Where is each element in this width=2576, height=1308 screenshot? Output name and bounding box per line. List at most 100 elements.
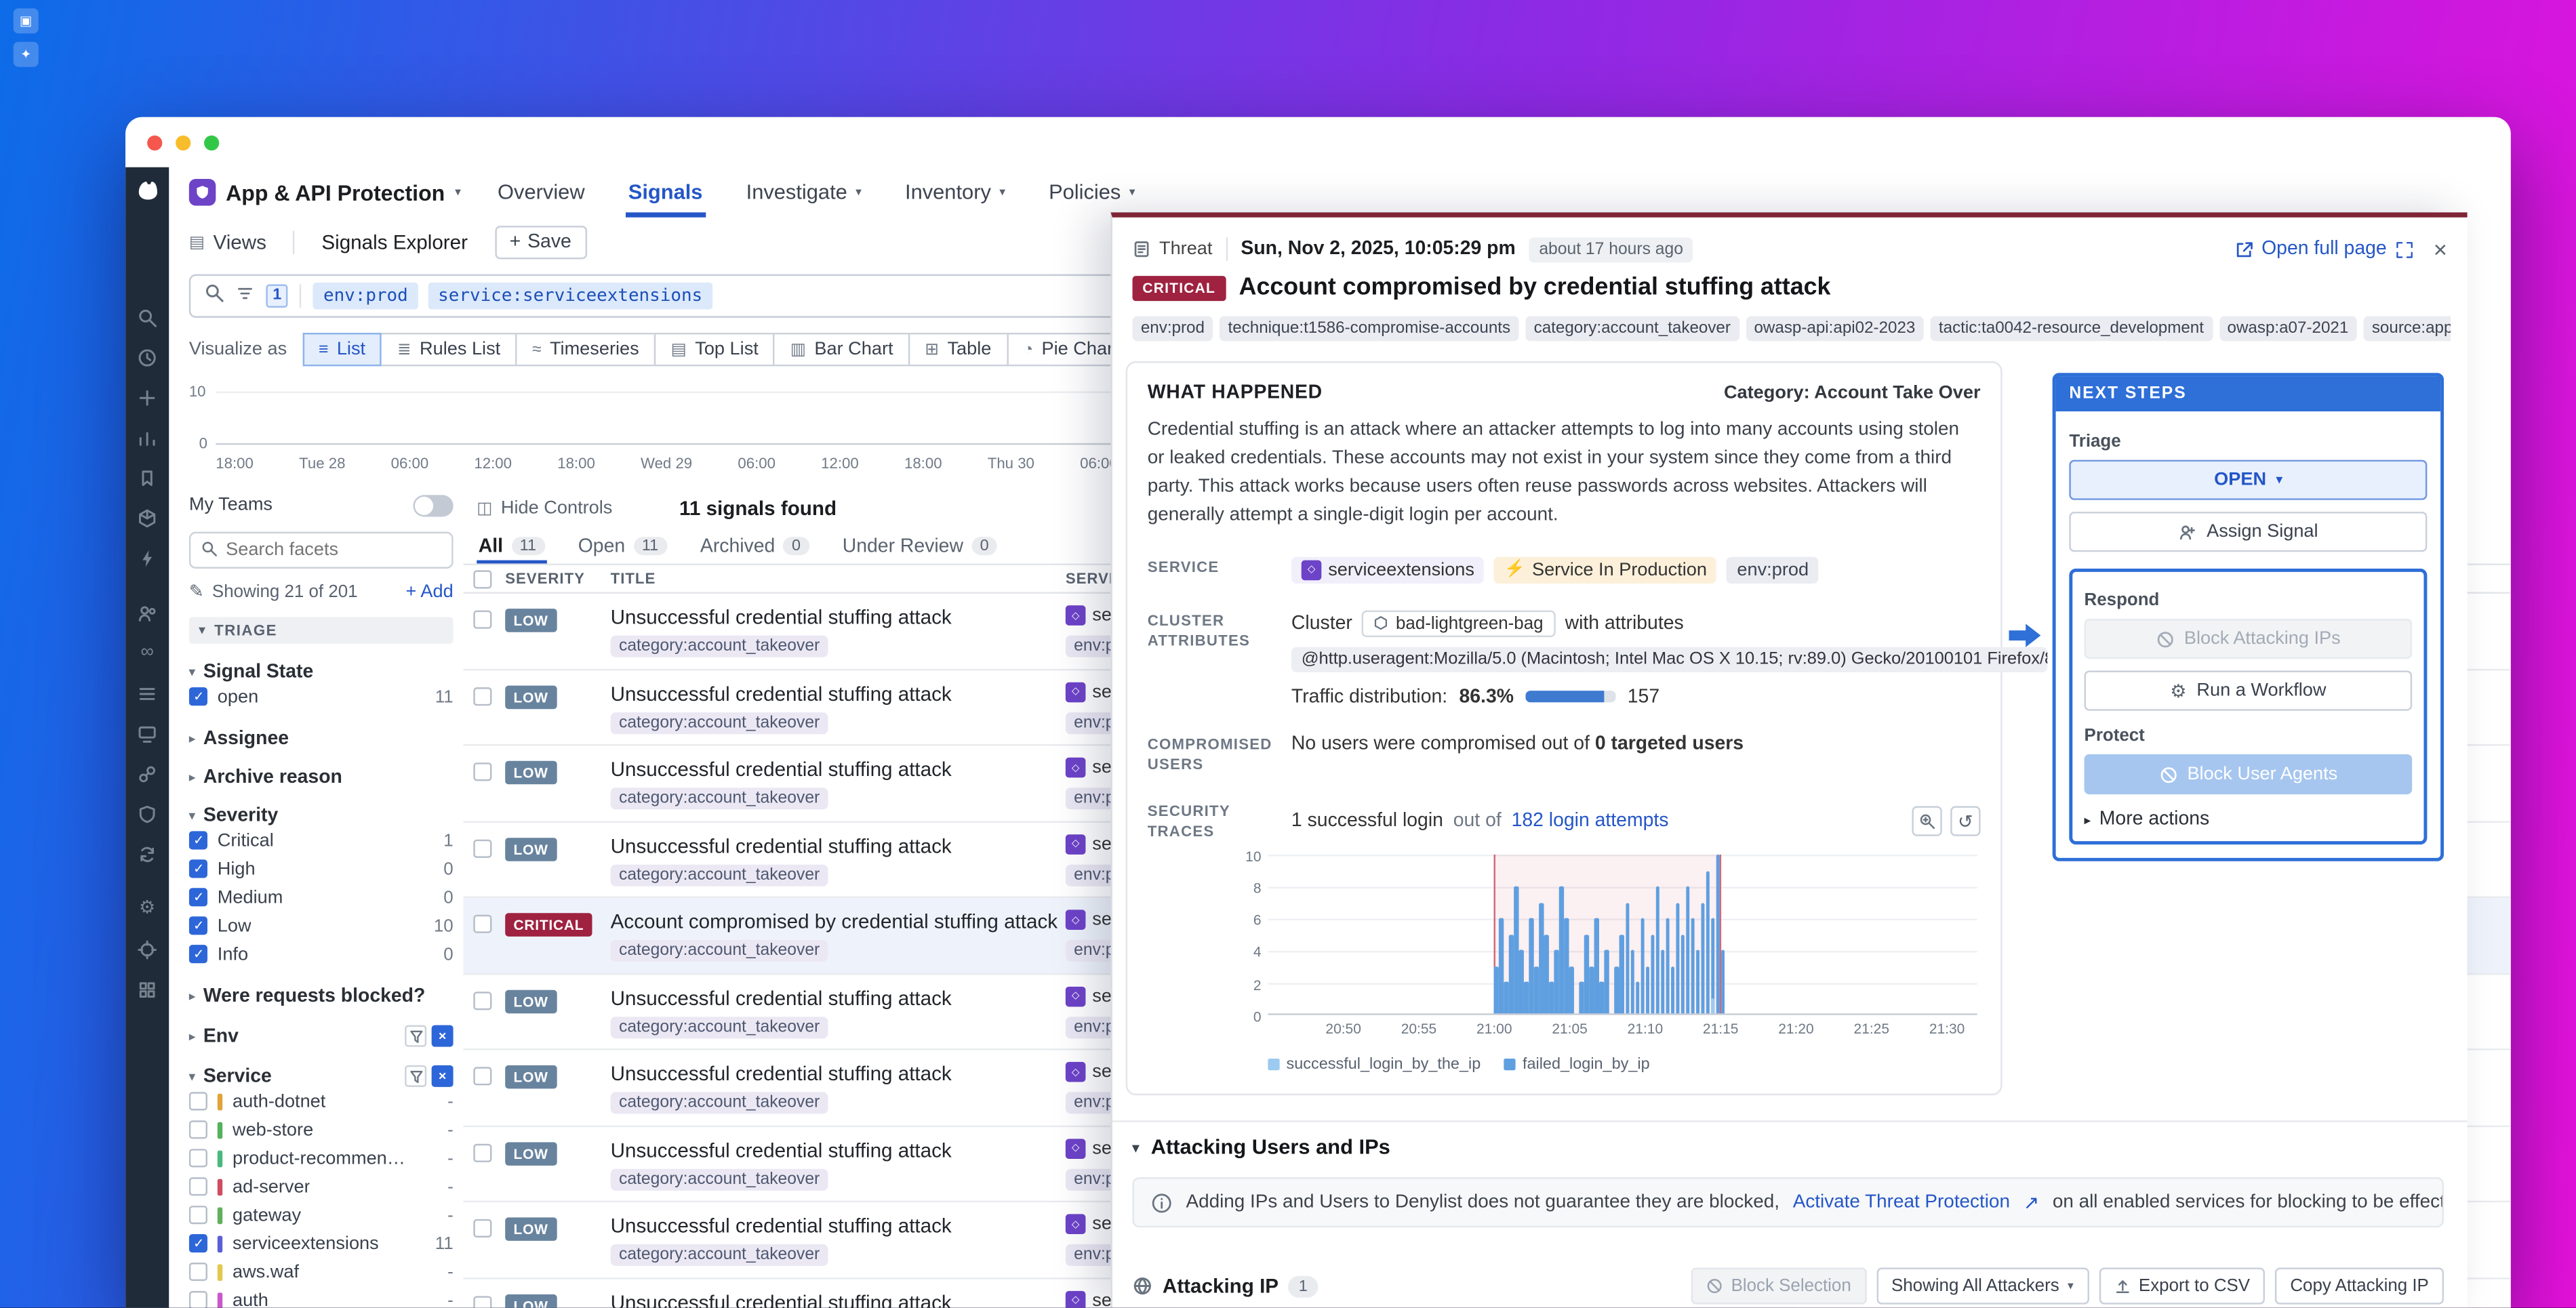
export-csv-button[interactable]: Export to CSV: [2099, 1267, 2266, 1304]
more-actions-button[interactable]: ▸ More actions: [2085, 809, 2413, 830]
sync-icon[interactable]: [137, 843, 157, 863]
facet-option[interactable]: serviceextensions 11: [189, 1229, 454, 1258]
assign-signal-button[interactable]: Assign Signal: [2069, 512, 2427, 552]
add-facet-button[interactable]: + Add: [405, 582, 453, 602]
visualize-option[interactable]: ≈ Timeseries: [515, 333, 656, 366]
signals-timeline[interactable]: 10 0 18:00Tue 2806:0012:0018:00Wed 2906:…: [189, 382, 1193, 475]
signal-tag[interactable]: category:account_takeover: [611, 712, 828, 733]
filter-icon[interactable]: [405, 1065, 426, 1087]
legend-item[interactable]: failed_login_by_ip: [1504, 1056, 1650, 1074]
signal-tag[interactable]: category:account_takeover: [611, 940, 828, 962]
tag-pill[interactable]: env:prod: [1133, 316, 1213, 341]
row-checkbox[interactable]: [473, 1295, 491, 1308]
block-selection-button[interactable]: Block Selection: [1691, 1267, 1866, 1304]
tag-pill[interactable]: owasp-api:api02-2023: [1746, 316, 1924, 341]
facet-option[interactable]: web-store -: [189, 1116, 454, 1144]
bookmark-icon[interactable]: [137, 466, 157, 487]
checkbox[interactable]: [189, 687, 207, 706]
facet-option[interactable]: High 0: [189, 855, 454, 883]
checkbox[interactable]: [189, 1291, 207, 1308]
signal-tag[interactable]: category:account_takeover: [611, 1016, 828, 1038]
facet-option[interactable]: Low 10: [189, 912, 454, 940]
activate-threat-protection-link[interactable]: Activate Threat Protection: [1793, 1192, 2010, 1212]
shield-icon[interactable]: [137, 802, 157, 823]
facet-service[interactable]: ▾ Service ×: [189, 1065, 454, 1087]
facet-option[interactable]: auth-dotnet -: [189, 1087, 454, 1116]
minimize-window-button[interactable]: [176, 135, 190, 150]
facet-option[interactable]: aws.waf -: [189, 1258, 454, 1286]
facet-option[interactable]: Critical 1: [189, 826, 454, 855]
signals-tab[interactable]: Under Review 0: [841, 529, 999, 564]
facet-group-triage[interactable]: ▾ TRIAGE: [189, 617, 454, 644]
checkbox[interactable]: [189, 1206, 207, 1224]
close-window-button[interactable]: [147, 135, 162, 150]
list-icon[interactable]: [137, 682, 157, 703]
checkbox[interactable]: [189, 1149, 207, 1167]
visualize-option[interactable]: ≡ List: [302, 333, 382, 366]
nav-item[interactable]: Policies ▾: [1045, 167, 1138, 218]
desktop-shortcut[interactable]: ✦: [14, 42, 39, 67]
facet-signal-state[interactable]: ▾ Signal State: [189, 662, 454, 682]
checkbox[interactable]: [189, 888, 207, 906]
checkbox[interactable]: [189, 945, 207, 963]
block-user-agents-button[interactable]: Block User Agents: [2085, 754, 2413, 794]
nav-item[interactable]: Inventory ▾: [902, 167, 1009, 218]
row-checkbox[interactable]: [473, 915, 491, 933]
views-button[interactable]: ▤ Views: [189, 231, 266, 255]
service-chip[interactable]: ◇ serviceextensions: [1291, 556, 1485, 583]
tag-pill[interactable]: category:account_takeover: [1525, 316, 1739, 341]
copy-attacking-ip-button[interactable]: Copy Attacking IP: [2275, 1267, 2444, 1304]
signal-tag[interactable]: category:account_takeover: [611, 1168, 828, 1190]
showing-attackers-dropdown[interactable]: Showing All Attackers ▾: [1876, 1267, 2089, 1304]
search-icon[interactable]: [137, 306, 157, 327]
row-checkbox[interactable]: [473, 1219, 491, 1238]
facet-requests-blocked[interactable]: ▸ Were requests blocked?: [189, 987, 454, 1007]
hide-controls-button[interactable]: ◫ Hide Controls: [477, 498, 612, 518]
checkbox[interactable]: [189, 1263, 207, 1281]
query-token[interactable]: env:prod: [313, 283, 418, 309]
gear-icon[interactable]: ⚙: [137, 898, 157, 918]
bolt-icon[interactable]: [137, 547, 157, 567]
visualize-option[interactable]: ▥ Bar Chart: [773, 333, 910, 366]
target-icon[interactable]: [137, 938, 157, 958]
graph-icon[interactable]: [137, 426, 157, 447]
clear-filter-icon[interactable]: ×: [432, 1025, 454, 1047]
my-teams-toggle[interactable]: [413, 494, 453, 516]
signal-tag[interactable]: category:account_takeover: [611, 1092, 828, 1113]
save-button[interactable]: + Save: [494, 226, 586, 259]
add-icon[interactable]: [137, 386, 157, 407]
checkbox[interactable]: [189, 1092, 207, 1110]
block-attacking-ips-button[interactable]: Block Attacking IPs: [2085, 619, 2413, 659]
zoom-window-button[interactable]: [204, 135, 219, 150]
facet-option[interactable]: Medium 0: [189, 883, 454, 912]
zoom-icon[interactable]: [1912, 806, 1941, 836]
checkbox[interactable]: [189, 1234, 207, 1252]
nav-item[interactable]: Signals ▾: [625, 167, 706, 218]
tag-pill[interactable]: source:application-threats: [2364, 316, 2451, 341]
signal-tag[interactable]: category:account_takeover: [611, 863, 828, 885]
apps-grid-icon[interactable]: [137, 979, 157, 999]
facet-option[interactable]: Info 0: [189, 940, 454, 968]
legend-item[interactable]: successful_login_by_the_ip: [1268, 1056, 1481, 1074]
visualize-option[interactable]: ≣ Rules List: [380, 333, 517, 366]
checkbox[interactable]: [189, 1177, 207, 1195]
row-checkbox[interactable]: [473, 838, 491, 857]
useragent-attribute[interactable]: @http.useragent:Mozilla/5.0 (Macintosh; …: [1291, 647, 2047, 672]
run-workflow-button[interactable]: ⚙ Run a Workflow: [2085, 670, 2413, 710]
cube-icon[interactable]: [137, 507, 157, 527]
tag-pill[interactable]: technique:t1586-compromise-accounts: [1220, 316, 1518, 341]
signals-tab[interactable]: Archived 0: [698, 529, 810, 564]
row-checkbox[interactable]: [473, 1067, 491, 1085]
env-tag[interactable]: env:prod: [1727, 556, 1819, 583]
triage-status-dropdown[interactable]: OPEN ▾: [2069, 460, 2427, 500]
row-checkbox[interactable]: [473, 1143, 491, 1162]
checkbox[interactable]: [189, 859, 207, 878]
link-icon[interactable]: [137, 762, 157, 783]
signal-tag[interactable]: category:account_takeover: [611, 636, 828, 657]
tag-pill[interactable]: tactic:ta0042-resource_development: [1931, 316, 2213, 341]
tag-pill[interactable]: owasp:a07-2021: [2219, 316, 2356, 341]
facet-option[interactable]: ad-server -: [189, 1172, 454, 1201]
signals-tab[interactable]: Open 11: [576, 529, 668, 564]
row-checkbox[interactable]: [473, 991, 491, 1009]
facet-severity[interactable]: ▾ Severity: [189, 806, 454, 826]
